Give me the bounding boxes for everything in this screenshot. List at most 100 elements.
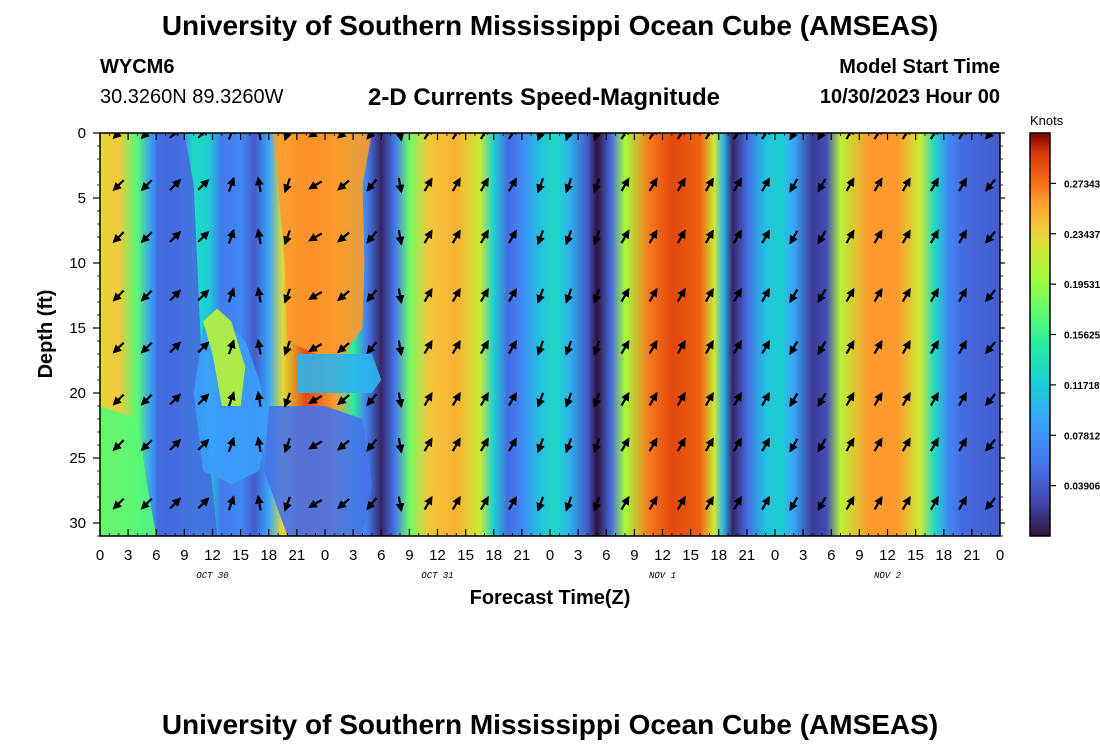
current-vector bbox=[984, 393, 996, 407]
current-vector bbox=[789, 438, 799, 453]
current-vector bbox=[901, 339, 911, 355]
x-tick-label: 21 bbox=[514, 547, 531, 564]
current-vector bbox=[423, 495, 433, 511]
current-vector bbox=[648, 391, 658, 407]
current-vector bbox=[197, 178, 210, 191]
current-vector bbox=[479, 495, 489, 511]
x-tick-label: 6 bbox=[602, 547, 610, 564]
current-vector bbox=[479, 177, 489, 192]
current-vector bbox=[308, 440, 323, 450]
current-vector bbox=[733, 229, 742, 244]
current-vector bbox=[761, 287, 771, 303]
current-vector bbox=[789, 496, 799, 512]
y-tick-label: 20 bbox=[69, 385, 86, 402]
current-vector bbox=[366, 341, 378, 355]
current-vector bbox=[308, 499, 323, 508]
date-label: OCT 30 bbox=[196, 571, 229, 581]
current-vector bbox=[620, 287, 630, 303]
current-vector bbox=[704, 391, 714, 407]
current-vector bbox=[676, 391, 686, 407]
current-vector bbox=[283, 438, 292, 454]
x-tick-label: 9 bbox=[180, 547, 188, 564]
date-labels: OCT 30 OCT 31 NOV 1 NOV 2 bbox=[196, 571, 901, 581]
current-vector bbox=[255, 228, 264, 245]
y-tick-label: 0 bbox=[78, 125, 86, 142]
current-vector bbox=[308, 291, 323, 300]
current-vector bbox=[423, 229, 433, 244]
current-vector bbox=[255, 390, 264, 407]
x-tick-label: 6 bbox=[827, 547, 835, 564]
current-vector bbox=[929, 287, 939, 303]
current-vector bbox=[676, 229, 686, 244]
current-vector bbox=[536, 392, 545, 408]
current-vector bbox=[592, 230, 602, 246]
current-vector bbox=[761, 177, 771, 192]
current-vector bbox=[620, 339, 630, 355]
current-vector bbox=[423, 339, 433, 355]
current-vector bbox=[845, 229, 855, 244]
current-vector bbox=[112, 289, 125, 302]
current-vector bbox=[366, 289, 378, 303]
current-vector bbox=[508, 391, 517, 407]
current-vector bbox=[508, 339, 517, 355]
y-tick-label: 25 bbox=[69, 450, 86, 467]
x-tick-label: 15 bbox=[907, 547, 924, 564]
speed-anomaly-3 bbox=[273, 133, 372, 354]
current-vector bbox=[451, 339, 461, 355]
current-vector bbox=[197, 393, 210, 406]
current-vector bbox=[337, 290, 350, 302]
current-vector bbox=[845, 391, 855, 407]
current-vector bbox=[592, 438, 602, 454]
current-vector bbox=[140, 133, 150, 140]
current-vector bbox=[197, 230, 210, 243]
current-vector bbox=[337, 179, 350, 191]
current-vector bbox=[984, 133, 994, 140]
current-vector bbox=[733, 391, 742, 407]
current-vector bbox=[789, 288, 799, 304]
x-tick-label: 18 bbox=[260, 547, 277, 564]
current-vector bbox=[817, 438, 827, 453]
current-vector bbox=[169, 289, 182, 302]
current-vector bbox=[536, 178, 545, 194]
current-vector bbox=[676, 495, 686, 511]
x-tick-label: 21 bbox=[739, 547, 756, 564]
x-tick-label: 21 bbox=[289, 547, 306, 564]
current-vector bbox=[984, 438, 996, 452]
colorbar-tick-label: 0.11718 bbox=[1064, 381, 1100, 392]
current-vector bbox=[395, 229, 405, 246]
current-vector bbox=[873, 229, 883, 244]
colorbar-tick-label: 0.23437 bbox=[1064, 230, 1100, 241]
station-id: WYCM6 bbox=[100, 56, 175, 78]
current-vector bbox=[984, 178, 996, 192]
colorbar: 0.27343 0.23437 0.19531 0.15625 0.11718 0.078… bbox=[1029, 132, 1100, 537]
current-vector bbox=[704, 229, 714, 244]
current-vector bbox=[451, 495, 461, 511]
current-vector bbox=[536, 230, 545, 246]
x-tick-label: 15 bbox=[457, 547, 474, 564]
current-vector bbox=[817, 392, 827, 408]
current-vector bbox=[901, 229, 911, 244]
current-vector bbox=[395, 288, 405, 305]
current-vector bbox=[366, 133, 376, 140]
current-vector bbox=[845, 495, 855, 511]
current-vector bbox=[676, 287, 686, 303]
current-vector bbox=[789, 178, 799, 193]
current-vector bbox=[901, 287, 911, 303]
current-vector bbox=[112, 439, 125, 452]
x-tick-label: 6 bbox=[152, 547, 160, 564]
current-vector bbox=[704, 339, 714, 355]
current-vector bbox=[845, 287, 855, 303]
x-tick-label: 9 bbox=[405, 547, 413, 564]
current-vector bbox=[564, 340, 573, 356]
current-vector bbox=[451, 229, 461, 244]
current-vector bbox=[308, 232, 323, 242]
colorbar-tick-label: 0.27343 bbox=[1064, 179, 1100, 190]
current-vector bbox=[873, 177, 883, 192]
current-vector bbox=[227, 339, 236, 355]
x-tick-label: 9 bbox=[630, 547, 638, 564]
current-vector bbox=[929, 495, 939, 511]
current-vector bbox=[817, 288, 827, 304]
current-vector bbox=[479, 437, 489, 452]
current-vector bbox=[901, 495, 911, 511]
x-tick-label: 9 bbox=[855, 547, 863, 564]
